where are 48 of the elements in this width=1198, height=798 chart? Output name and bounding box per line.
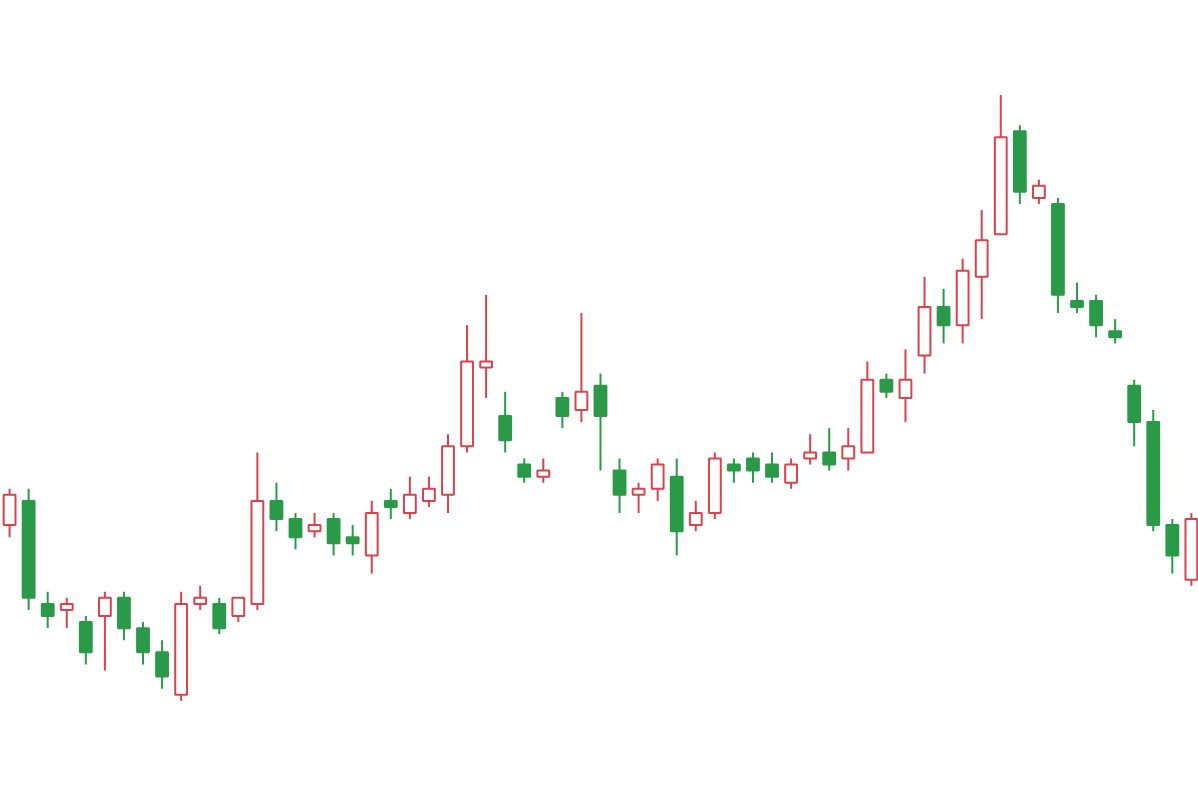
candlestick (364, 499, 379, 575)
candlestick (822, 427, 837, 472)
candlestick (612, 457, 627, 514)
candlestick (898, 348, 913, 424)
candlestick (688, 499, 703, 533)
candlestick (1031, 178, 1046, 205)
candlestick (746, 451, 760, 484)
candlestick (155, 639, 169, 690)
candlestick (97, 590, 112, 672)
candlestick (78, 615, 93, 666)
candlestick (193, 584, 208, 611)
candlestick (1108, 318, 1123, 345)
candlestick (40, 590, 55, 630)
candlestick (326, 512, 341, 557)
candlestick (345, 524, 360, 557)
candlestick (1127, 378, 1142, 448)
candlestick (479, 293, 494, 399)
candlestick (574, 312, 589, 424)
candlestick (841, 427, 856, 472)
candlestick (936, 287, 951, 345)
candlestick (1089, 293, 1103, 339)
candlestick (593, 372, 608, 472)
candlestick (784, 457, 798, 490)
candlestick (727, 457, 741, 484)
candlestick (803, 433, 818, 466)
candlestick (631, 481, 646, 514)
candlestick (136, 621, 150, 666)
candlestick (307, 512, 322, 539)
candlestick (974, 209, 989, 321)
candlestick (879, 372, 894, 399)
candlestick (536, 457, 551, 484)
candlestick (1165, 518, 1180, 575)
candlestick (555, 390, 570, 430)
candlestick (765, 451, 779, 484)
candlestick (402, 475, 417, 521)
candlestick (117, 590, 131, 642)
candlestick (269, 481, 284, 533)
candlestick (212, 596, 227, 636)
candlestick (383, 487, 398, 521)
candlestick (288, 512, 303, 551)
candlestick (517, 457, 532, 484)
candlestick (59, 596, 74, 630)
candlestick (231, 596, 246, 624)
candlestick (650, 457, 665, 502)
candlestick (498, 390, 513, 454)
candlestick (2, 487, 17, 539)
candlestick (1070, 281, 1084, 315)
candlestick (422, 475, 436, 508)
